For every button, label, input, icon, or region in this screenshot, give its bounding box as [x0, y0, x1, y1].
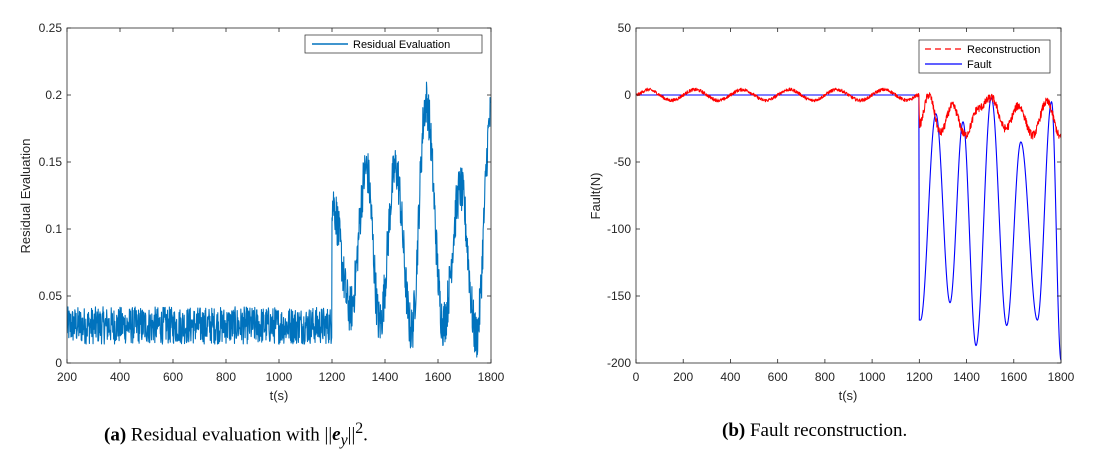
b-legend: Reconstruction Fault	[918, 39, 1051, 74]
caption-a-superscript: 2	[355, 420, 364, 437]
b-ytick-label: -50	[614, 155, 632, 169]
b-ylabel: Fault(N)	[588, 173, 603, 220]
a-legend-box	[304, 34, 483, 54]
a-ylabel: Residual Evaluation	[18, 139, 33, 254]
a-tick-layer: 200 400 600 800 1000 1200 1400 1600 1800 0 0.05 0.1…	[39, 21, 505, 384]
a-xtick-label: 1600	[425, 370, 452, 384]
a-xtick-label: 1000	[266, 370, 293, 384]
a-ytick-label: 0.15	[39, 155, 63, 169]
b-legend-label-fault: Fault	[967, 59, 991, 71]
a-xtick-label: 1200	[319, 370, 346, 384]
caption-a-end: .	[363, 424, 368, 446]
a-xtick-label: 1800	[478, 370, 505, 384]
b-xtick-label: 1800	[1048, 370, 1075, 384]
caption-b-label: (b)	[722, 420, 746, 441]
b-ytick-label: -100	[607, 222, 631, 236]
b-xlabel: t(s)	[839, 388, 858, 403]
a-legend-label-residual: Residual Evaluation	[353, 39, 450, 51]
a-ytick-label: 0.05	[39, 289, 63, 303]
panel-a-residual-evaluation: 200 400 600 800 1000 1200 1400 1600 1800 0 0.05 0.1…	[18, 21, 505, 403]
b-xtick-label: 600	[768, 370, 788, 384]
b-xtick-label: 800	[815, 370, 835, 384]
caption-a-subscript: y	[340, 432, 348, 450]
a-series-layer	[67, 81, 491, 358]
caption-a-text-after: ||	[347, 424, 356, 446]
a-series-residual-evaluation	[67, 81, 491, 358]
a-ytick-label: 0.25	[39, 21, 63, 35]
caption-a-label: (a)	[104, 424, 127, 446]
axes-box-b	[635, 27, 1062, 364]
panel-b-fault-reconstruction: 0 200 400 600 800 1000 1200 1400 1600 1800 -200 -15…	[588, 21, 1075, 403]
a-xtick-label: 200	[57, 370, 77, 384]
caption-b-text: Fault reconstruction.	[749, 420, 908, 441]
b-legend-label-reconstruction: Reconstruction	[967, 44, 1040, 56]
a-ytick-label: 0.2	[45, 88, 62, 102]
b-series-layer	[636, 87, 1061, 361]
a-xtick-label: 800	[216, 370, 236, 384]
b-ytick-label: -200	[607, 356, 631, 370]
b-ytick-label: 0	[624, 88, 631, 102]
b-legend-box	[918, 39, 1051, 74]
b-xtick-label: 1200	[906, 370, 933, 384]
b-series-reconstruction	[636, 87, 1061, 140]
a-xlabel: t(s)	[270, 388, 289, 403]
b-xtick-label: 1600	[1000, 370, 1027, 384]
b-ytick-label: -150	[607, 289, 631, 303]
b-tick-layer: 0 200 400 600 800 1000 1200 1400 1600 1800 -200 -15…	[607, 21, 1075, 384]
b-ytick-label: 50	[618, 21, 632, 35]
a-legend: Residual Evaluation	[304, 34, 483, 54]
caption-a-text-before: Residual evaluation with ||	[130, 424, 333, 446]
plot-area-b	[636, 28, 1061, 363]
b-xtick-label: 1400	[953, 370, 980, 384]
b-xtick-label: 400	[720, 370, 740, 384]
a-xtick-label: 600	[163, 370, 183, 384]
a-xtick-label: 400	[110, 370, 130, 384]
caption-b: (b) Fault reconstruction.	[722, 420, 907, 442]
caption-a: (a) Residual evaluation with ||ey||2.	[104, 420, 368, 450]
caption-a-symbol: e	[332, 424, 341, 446]
b-xtick-label: 0	[633, 370, 640, 384]
b-xtick-label: 1000	[859, 370, 886, 384]
b-xtick-label: 200	[673, 370, 693, 384]
a-ytick-label: 0.1	[45, 222, 62, 236]
a-ytick-label: 0	[55, 356, 62, 370]
a-xtick-label: 1400	[372, 370, 399, 384]
